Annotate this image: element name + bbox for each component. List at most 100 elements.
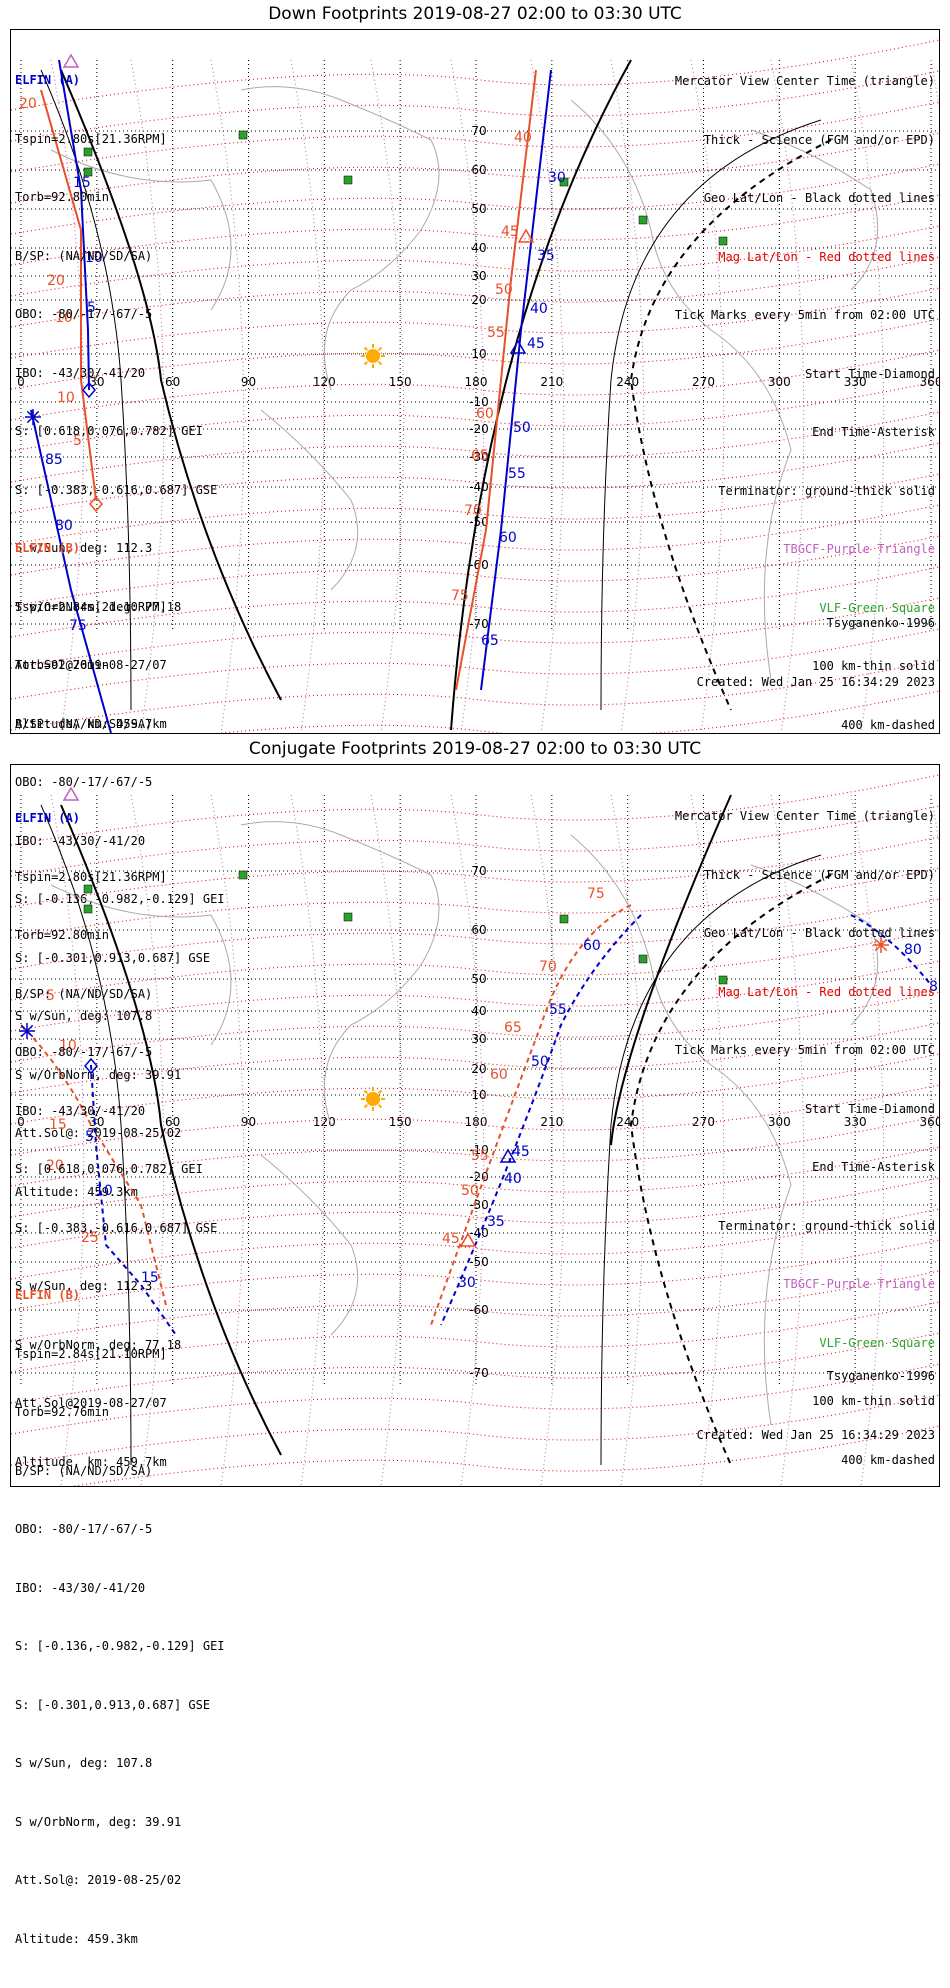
legend-item: VLF-Green Square [819, 600, 935, 615]
lon-tick-label: 360 [920, 1115, 939, 1129]
track-time-label: 10 [85, 250, 103, 266]
mag-lat-line [11, 836, 939, 908]
legend-item: Thick - Science (FGM and/or EPD) [703, 132, 935, 147]
terminator-line [40, 69, 132, 711]
sat-a-info: ELFIN (A) Tspin=2.80s[21.36RPM] Torb=92.… [15, 770, 217, 1511]
track-time-label: 55 [471, 1148, 489, 1164]
legend-item: Mag Lat/Lon - Red dotted lines [718, 249, 935, 264]
map-panel-conjugate: 0 30 60 90 120 150 180 210 240 270 300 330 360 70 60 50… [10, 764, 940, 1946]
mag-lat-line [11, 597, 939, 669]
track-time-label: 50 [461, 1183, 479, 1199]
coastline [570, 99, 792, 681]
mag-lat-line [11, 566, 939, 638]
lon-tick-label: 330 [844, 1115, 867, 1129]
lon-tick-label: 180 [465, 1115, 488, 1129]
track-time-label: 40 [514, 130, 532, 146]
sun-ray [377, 346, 383, 352]
map-canvas: 0 30 60 90 120 150 180 210 240 270 300 330 360 70 60 50… [11, 774, 939, 1486]
track-time-label: 60 [476, 406, 494, 422]
sat-b-line: S w/OrbNorm, deg: 39.91 [15, 1814, 182, 1829]
vlf-station-square [83, 167, 93, 177]
vlf-station-square [718, 975, 728, 985]
track-time-label: 80 [904, 942, 922, 958]
lon-tick-label: 300 [768, 375, 791, 389]
mag-lat-line [11, 225, 939, 297]
footer-right: Tsyganenko-1996 Created: Wed Jan 25 16:3… [697, 575, 935, 731]
sat-a-line: S w/OrbNorm, deg: 77.18 [15, 599, 182, 614]
terminator-line [40, 804, 132, 1466]
track-time-label: 45 [527, 336, 545, 352]
lat-tick-label: 40 [471, 241, 486, 255]
lon-tick-label: 120 [313, 375, 336, 389]
mag-lon-line [610, 59, 645, 733]
footprint-track [850, 914, 932, 986]
terminator-line [60, 804, 282, 1456]
footprint-track [40, 89, 97, 501]
coastline [240, 821, 440, 1126]
track-time-label: 50 [495, 282, 513, 298]
sun-ray [363, 1089, 369, 1095]
sat-b-line: S w/Sun, deg: 107.8 [15, 1009, 153, 1023]
track-time-label: 65 [471, 448, 489, 464]
panel-title: Down Footprints 2019-08-27 02:00 to 03:3… [268, 4, 682, 24]
lat-tick-label: -20 [469, 422, 489, 436]
view-center-triangle [517, 228, 535, 243]
lat-tick-label: -50 [469, 515, 489, 529]
legend-item: Terminator: ground-thick solid [718, 483, 935, 498]
lat-tick-label: 20 [471, 293, 486, 307]
sat-a-line: B/SP: (NA/ND/SD/SA) [15, 986, 153, 1001]
lat-tick-label: 20 [471, 1062, 486, 1076]
sat-b-line: S w/Sun, deg: 107.8 [15, 1756, 153, 1770]
mag-lon-line [290, 794, 325, 1486]
legend-item: Tick Marks every 5min from 02:00 UTC [674, 1043, 935, 1057]
legend-item: Start Time-Diamond [804, 366, 935, 381]
sat-a-info: ELFIN (A) Tspin=2.80s[21.36RPM] Torb=92.… [15, 32, 217, 773]
track-time-label: 50 [531, 1054, 549, 1070]
sat-a-line: OBO: -80/-17/-67/-5 [15, 1045, 153, 1059]
sat-a-line: Torb=92.80min [15, 928, 109, 942]
mag-lat-line [11, 867, 939, 939]
lat-tick-label: 70 [471, 864, 486, 878]
sun-ray [363, 360, 369, 366]
lat-tick-label: -40 [469, 480, 489, 494]
mag-lon-line [290, 59, 325, 733]
track-time-label: 70 [539, 959, 557, 975]
track-time-label: 20 [46, 1158, 64, 1174]
legend-item: Geo Lat/Lon - Black dotted lines [703, 926, 935, 940]
sat-a-line: S w/Sun, deg: 112.3 [15, 541, 153, 555]
lat-tick-label: -60 [469, 1303, 489, 1317]
lon-tick-label: 120 [313, 1115, 336, 1129]
track-time-label: 50 [513, 420, 531, 436]
footprint-track [430, 904, 632, 1326]
track-time-label: 60 [490, 1067, 508, 1083]
track-time-label: 80 [55, 518, 73, 534]
track-time-label: 35 [537, 248, 555, 264]
track-time-label: 5 [73, 433, 82, 449]
mag-lat-line [11, 1208, 939, 1280]
legend-item: 100 km-thin solid [812, 1394, 935, 1408]
vlf-station-square [559, 177, 569, 187]
map-panel-down: 0 30 60 90 120 150 180 210 240 270 300 330 360 70 60 50… [10, 29, 940, 1199]
mag-lon-line [130, 59, 165, 733]
coastline [750, 129, 879, 291]
mag-lat-line [11, 473, 939, 545]
track-time-label: 55 [508, 466, 526, 482]
lat-tick-label: -70 [469, 617, 489, 631]
legend-item: Mag Lat/Lon - Red dotted lines [718, 984, 935, 999]
start-diamond [89, 495, 103, 513]
sun-icon [366, 1092, 380, 1106]
footer-right: Tsyganenko-1996 Created: Wed Jan 25 16:3… [697, 1328, 935, 1484]
lat-tick-label: 60 [471, 163, 486, 177]
lon-tick-label: 210 [540, 375, 563, 389]
mag-lat-line [11, 960, 939, 1032]
sun-ray [377, 360, 383, 366]
sat-b-line: Att.Sol@: 2019-08-25/02 [15, 1873, 182, 1887]
sat-a-name: ELFIN (A) [15, 73, 81, 87]
track-time-label: 10 [55, 310, 73, 326]
footprint-track [455, 69, 537, 691]
sat-b-info: ELFIN (B) Tspin=2.84s[21.10RPM] Torb=92.… [15, 1247, 225, 1988]
track-time-label: 45 [442, 1231, 460, 1247]
sat-a-line: IBO: -43/30/-41/20 [15, 1103, 146, 1118]
mag-lon-line [850, 59, 885, 733]
lon-tick-label: 330 [844, 375, 867, 389]
